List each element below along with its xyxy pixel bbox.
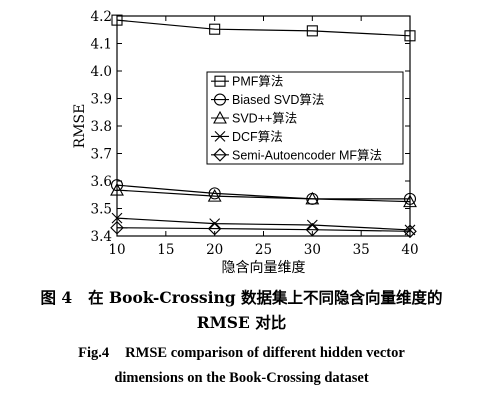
x-tick-label: 10 xyxy=(108,242,125,258)
data-point xyxy=(403,224,417,239)
y-tick-label: 3.6 xyxy=(91,174,112,190)
legend-label: PMF算法 xyxy=(232,74,283,89)
legend-marker xyxy=(213,148,227,162)
caption-cn-label: 图 4 xyxy=(40,288,73,307)
data-point xyxy=(111,212,123,224)
caption-en-line1: Fig.4 RMSE comparison of different hidden… xyxy=(0,345,483,362)
x-tick-label: 20 xyxy=(206,242,223,258)
series-line xyxy=(116,184,410,200)
legend-box xyxy=(206,71,404,165)
series-line xyxy=(116,217,411,231)
legend-marker xyxy=(213,110,227,124)
legend-entry: DCF算法 xyxy=(211,129,283,144)
y-tick-label: 3.4 xyxy=(91,229,112,245)
x-tick-label: 30 xyxy=(304,242,321,258)
data-point xyxy=(403,194,417,208)
data-point xyxy=(207,221,222,236)
x-tick-label: 15 xyxy=(157,242,174,258)
caption-en-label: Fig.4 xyxy=(78,345,110,361)
data-point xyxy=(111,14,123,26)
y-tick-label: 3.5 xyxy=(91,202,112,218)
data-point xyxy=(404,30,416,42)
x-tick-label: 25 xyxy=(255,242,272,258)
caption-en-text: RMSE comparison of different hidden vect… xyxy=(125,345,405,361)
series-square xyxy=(111,14,416,42)
x-tick-label: 35 xyxy=(353,242,370,258)
data-point xyxy=(208,187,221,200)
y-tick-label: 4.2 xyxy=(91,9,112,25)
data-point xyxy=(110,182,124,196)
data-point xyxy=(110,220,124,235)
legend-marker xyxy=(214,75,226,87)
data-point xyxy=(306,25,318,37)
y-tick-label: 4.1 xyxy=(91,37,112,53)
legend-entry: Semi-Autoencoder MF算法 xyxy=(211,147,382,162)
series-line xyxy=(116,189,411,203)
y-axis-label: RMSE xyxy=(72,104,88,149)
y-tick-label: 3.9 xyxy=(91,92,112,108)
caption-cn-line1: 图 4 在 Book-Crossing 数据集上不同隐含向量维度的 xyxy=(0,286,483,308)
series-triangle xyxy=(110,182,417,208)
legend-label: Biased SVD算法 xyxy=(232,92,324,107)
rmse-line-chart: 10 15 20 25 30 35 40 3.4 3.5 3.6 3.7 3.8 3.9 4.0 4.1 4.… xyxy=(72,9,419,276)
x-tick-label: 40 xyxy=(401,242,418,258)
data-point xyxy=(403,192,417,205)
caption-cn-line2: RMSE 对比 xyxy=(196,313,287,332)
data-point xyxy=(207,188,222,202)
legend-entry: PMF算法 xyxy=(211,74,283,89)
legend-label: SVD++算法 xyxy=(232,111,297,126)
series-line xyxy=(116,19,411,37)
legend-marker xyxy=(213,93,227,106)
legend-entry: SVD++算法 xyxy=(211,111,297,126)
y-tick-label: 3.7 xyxy=(91,147,112,163)
caption-cn-text: 在 Book-Crossing 数据集上不同隐含向量维度的 xyxy=(88,288,443,307)
legend-marker xyxy=(214,131,226,142)
x-axis-label: 隐含向量维度 xyxy=(222,260,306,276)
legend-label: Semi-Autoencoder MF算法 xyxy=(232,147,382,162)
y-tick-label: 4.0 xyxy=(91,64,112,80)
data-point xyxy=(209,23,221,35)
caption-en-line2: dimensions on the Book-Crossing dataset xyxy=(114,370,369,386)
data-point xyxy=(306,219,318,231)
legend-label: DCF算法 xyxy=(232,129,283,144)
data-point xyxy=(305,191,320,205)
series-diamond xyxy=(110,220,417,239)
data-point xyxy=(209,218,221,230)
y-tick-label: 3.8 xyxy=(91,119,112,135)
data-point xyxy=(305,222,320,237)
series-line xyxy=(116,227,411,232)
legend-entry: Biased SVD算法 xyxy=(211,92,324,107)
